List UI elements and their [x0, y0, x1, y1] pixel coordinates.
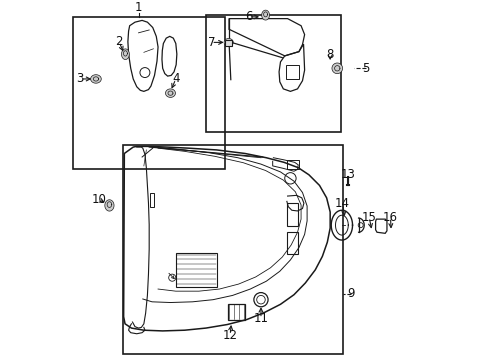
Text: 14: 14 [335, 197, 350, 210]
Bar [228, 303, 245, 320]
Polygon shape [91, 75, 101, 83]
Polygon shape [166, 89, 175, 98]
Text: 7: 7 [208, 36, 215, 49]
Polygon shape [122, 49, 129, 59]
Bar [287, 231, 297, 253]
Text: 11: 11 [253, 312, 269, 325]
Text: 15: 15 [362, 211, 377, 224]
Bar [287, 159, 299, 170]
Text: 10: 10 [91, 193, 106, 206]
Bar [73, 17, 225, 170]
Bar [287, 203, 297, 226]
Bar [150, 193, 154, 207]
Text: 8: 8 [326, 48, 334, 60]
Polygon shape [262, 10, 270, 20]
Bar [225, 40, 231, 46]
Polygon shape [224, 39, 233, 46]
Text: 12: 12 [222, 329, 238, 342]
Text: 5: 5 [362, 62, 369, 75]
Bar [122, 145, 343, 354]
Text: 3: 3 [76, 72, 84, 85]
Text: 6: 6 [245, 10, 252, 23]
Polygon shape [332, 63, 343, 74]
Polygon shape [105, 200, 114, 211]
Bar [286, 65, 299, 79]
Text: 2: 2 [115, 35, 123, 48]
Text: 1: 1 [135, 1, 142, 14]
Text: 13: 13 [341, 168, 355, 181]
Bar [206, 15, 341, 132]
Text: 9: 9 [348, 287, 355, 300]
Bar [176, 253, 217, 287]
Text: 16: 16 [383, 211, 398, 224]
Text: 4: 4 [172, 72, 179, 85]
